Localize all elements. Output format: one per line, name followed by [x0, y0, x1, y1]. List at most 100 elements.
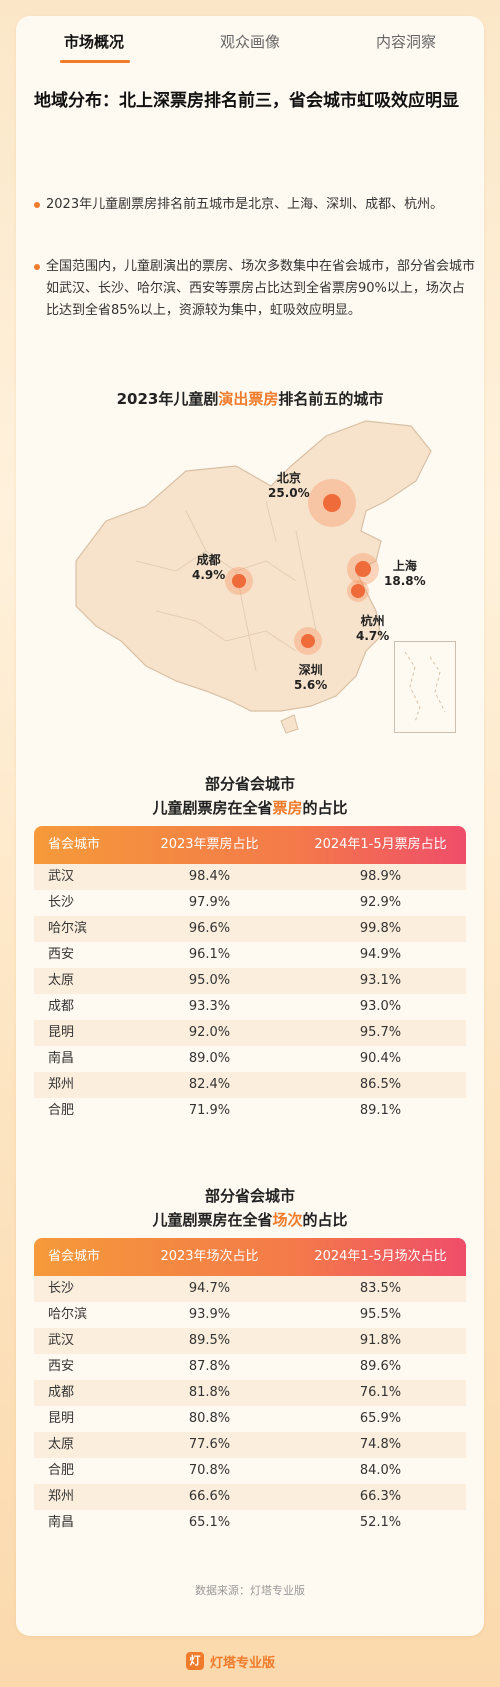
share-cell: 74.8%	[359, 1437, 402, 1452]
tab-market-overview[interactable]: 市场概况	[63, 33, 124, 51]
table-row: 南昌 65.1% 52.1%	[34, 1510, 466, 1536]
share-cell: 94.9%	[359, 947, 402, 962]
china-map: 北京 25.0% 上海 18.8% 深圳 5.6% 成都 4.9% 杭州 4.7…	[36, 411, 476, 756]
inset-dashed-line-2	[429, 656, 446, 713]
share-cell: 89.1%	[359, 1103, 402, 1118]
table-row: 太原 77.6% 74.8%	[34, 1432, 466, 1458]
table-row: 长沙 94.7% 83.5%	[34, 1276, 466, 1302]
share-cell: 93.3%	[188, 999, 231, 1014]
table-row: 郑州 66.6% 66.3%	[34, 1484, 466, 1510]
table-row: 成都 93.3% 93.0%	[34, 994, 466, 1020]
table-row: 西安 87.8% 89.6%	[34, 1354, 466, 1380]
table-row: 成都 81.8% 76.1%	[34, 1380, 466, 1406]
city-cell: 合肥	[48, 1103, 75, 1118]
tab-bar: 市场概况 观众画像 内容洞察	[16, 16, 484, 68]
table-row: 太原 95.0% 93.1%	[34, 968, 466, 994]
share-cell: 95.0%	[188, 973, 231, 988]
tab-content-insight[interactable]: 内容洞察	[375, 33, 436, 51]
share-cell: 93.1%	[359, 973, 402, 988]
bullet-top-cities: 2023年儿童剧票房排名前五城市是北京、上海、深圳、成都、杭州。	[34, 194, 476, 216]
city-cell: 南昌	[48, 1515, 75, 1530]
city-cell: 昆明	[48, 1025, 75, 1040]
data-source-note: 数据来源：灯塔专业版	[195, 1584, 305, 1597]
share-cell: 52.1%	[359, 1515, 402, 1530]
content-card: 市场概况 观众画像 内容洞察 地域分布：北上深票房排名前三，省会城市虹吸效应明显…	[16, 16, 484, 1636]
share-cell: 89.0%	[188, 1051, 231, 1066]
share-cell: 96.1%	[188, 947, 231, 962]
city-cell: 长沙	[48, 1281, 75, 1296]
share-cell: 97.9%	[188, 895, 231, 910]
map-title-post: 排名前五的城市	[278, 390, 384, 408]
inset-dashed-line	[404, 651, 421, 723]
city-cell: 武汉	[48, 1333, 75, 1348]
shenzhen-dot	[301, 634, 315, 648]
table-row: 武汉 89.5% 91.8%	[34, 1328, 466, 1354]
city-cell: 成都	[48, 1385, 75, 1400]
city-label-chengdu: 成都 4.9%	[192, 553, 226, 582]
share-cell: 94.7%	[188, 1281, 231, 1296]
inset-graphic	[404, 651, 446, 723]
map-title: 2023年儿童剧演出票房排名前五的城市	[16, 388, 484, 409]
city-cell: 武汉	[48, 869, 75, 884]
chengdu-dot	[232, 574, 246, 588]
map-title-pre: 2023年儿童剧	[116, 390, 219, 408]
share-cell: 71.9%	[188, 1103, 231, 1118]
share-cell: 89.5%	[188, 1333, 231, 1348]
share-cell: 95.5%	[359, 1307, 402, 1322]
share-cell: 96.6%	[188, 921, 231, 936]
table-row: 武汉 98.4% 98.9%	[34, 864, 466, 890]
share-cell: 93.0%	[359, 999, 402, 1014]
table-row: 西安 96.1% 94.9%	[34, 942, 466, 968]
table-row: 哈尔滨 96.6% 99.8%	[34, 916, 466, 942]
table-row: 昆明 80.8% 65.9%	[34, 1406, 466, 1432]
share-cell: 99.8%	[359, 921, 402, 936]
city-cell: 郑州	[48, 1077, 75, 1092]
city-cell: 昆明	[48, 1411, 75, 1426]
share-cell: 77.6%	[188, 1437, 231, 1452]
share-cell: 82.4%	[188, 1077, 231, 1092]
share-cell: 89.6%	[359, 1359, 402, 1374]
share-cell: 90.4%	[359, 1051, 402, 1066]
hainan-outline	[280, 714, 299, 734]
tab-audience-profile[interactable]: 观众画像	[219, 33, 280, 51]
share-cell: 76.1%	[359, 1385, 402, 1400]
china-map-graphic	[75, 420, 432, 734]
table-row: 哈尔滨 93.9% 95.5%	[34, 1302, 466, 1328]
city-cell: 成都	[48, 999, 75, 1014]
south-china-sea-inset	[394, 641, 456, 733]
share-cell: 66.6%	[188, 1489, 231, 1504]
table-row: 长沙 97.9% 92.9%	[34, 890, 466, 916]
province-borders	[135, 500, 317, 672]
table-row: 郑州 82.4% 86.5%	[34, 1072, 466, 1098]
city-cell: 长沙	[48, 895, 75, 910]
share-cell: 93.9%	[188, 1307, 231, 1322]
share-cell: 70.8%	[188, 1463, 231, 1478]
share-cell: 95.7%	[359, 1025, 402, 1040]
city-cell: 太原	[48, 973, 75, 988]
brand-name: 灯塔专业版	[210, 1655, 276, 1671]
share-cell: 91.8%	[359, 1333, 402, 1348]
hangzhou-dot	[351, 584, 365, 598]
share-cell: 65.1%	[188, 1515, 231, 1530]
share-cell: 81.8%	[188, 1385, 231, 1400]
city-cell: 西安	[48, 1359, 75, 1374]
city-cell: 太原	[48, 1437, 75, 1452]
table-row: 合肥 70.8% 84.0%	[34, 1458, 466, 1484]
table1-box-office-share: 省会城市 2023年票房占比 2024年1-5月票房占比 武汉 98.4% 98.9…	[34, 826, 466, 1124]
lighthouse-logo-icon: 灯	[186, 1652, 204, 1670]
city-label-beijing: 北京 25.0%	[268, 471, 310, 500]
city-cell: 南昌	[48, 1051, 75, 1066]
share-cell: 66.3%	[359, 1489, 402, 1504]
table2-title: 部分省会城市 儿童剧票房在全省场次的占比	[152, 1187, 348, 1229]
brand-footer: 灯 灯塔专业版	[186, 1650, 275, 1672]
table2-body: 长沙 94.7% 83.5% 哈尔滨 93.9% 95.5% 武汉 89.5% 91.8% 西安 8…	[34, 1276, 466, 1536]
map-title-highlight: 演出票房	[218, 390, 279, 408]
active-tab-indicator	[60, 60, 130, 63]
table-row: 合肥 71.9% 89.1%	[34, 1098, 466, 1124]
share-cell: 84.0%	[359, 1463, 402, 1478]
table-row: 南昌 89.0% 90.4%	[34, 1046, 466, 1072]
section-headline: 地域分布：北上深票房排名前三，省会城市虹吸效应明显	[34, 91, 459, 111]
city-cell: 哈尔滨	[48, 1307, 88, 1322]
share-cell: 92.9%	[359, 895, 402, 910]
share-cell: 87.8%	[188, 1359, 231, 1374]
